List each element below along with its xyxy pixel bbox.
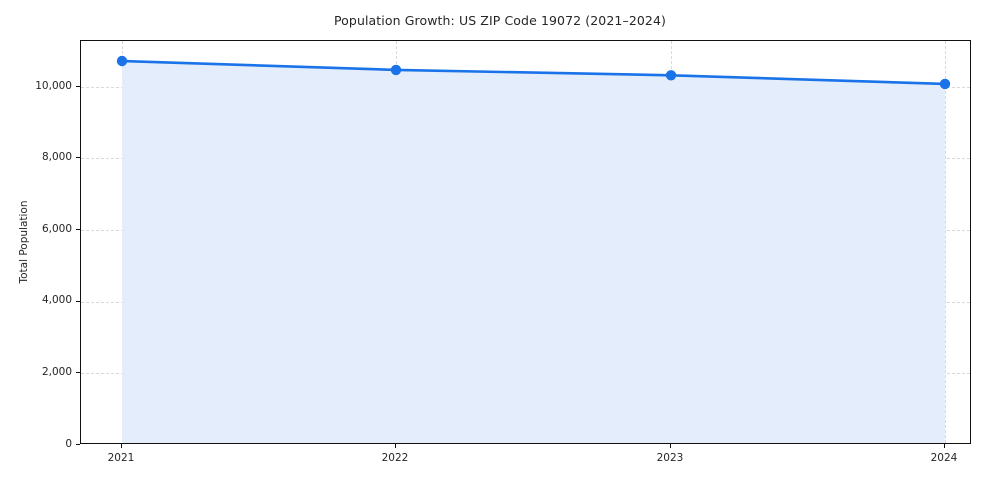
x-tick-label: 2022: [381, 452, 409, 464]
x-tick-mark: [395, 444, 396, 448]
y-tick-mark: [76, 443, 80, 445]
x-tick-label: 2021: [107, 452, 135, 464]
area-fill: [122, 61, 945, 443]
y-axis-label: Total Population: [18, 200, 30, 284]
y-tick-label: 0: [65, 437, 72, 450]
trend-line: [120, 59, 947, 86]
y-tick-mark: [76, 372, 80, 373]
y-tick-mark: [76, 85, 80, 87]
chart-title: Population Growth: US ZIP Code 19072 (20…: [333, 13, 667, 28]
y-tick-label: 2,000: [41, 365, 72, 378]
y-tick-mark: [76, 228, 80, 230]
x-tick-label: 2023: [656, 452, 684, 464]
plot-area: [80, 40, 971, 444]
y-tick-label: 10,000: [35, 79, 72, 92]
y-tick-label: 8,000: [41, 151, 72, 164]
data-point-marker: [665, 70, 677, 81]
x-tick-label: 2024: [930, 452, 958, 464]
population-series: [116, 55, 951, 443]
x-tick-mark: [944, 444, 945, 448]
y-tick-mark: [76, 300, 80, 302]
y-tick-label: 6,000: [41, 222, 72, 235]
y-tick-label: 4,000: [41, 294, 72, 307]
y-tick-mark: [76, 157, 80, 159]
data-point-marker: [390, 64, 402, 76]
x-tick-mark: [121, 444, 122, 448]
data-point-marker: [116, 55, 128, 67]
data-point-marker: [939, 78, 951, 90]
x-tick-mark: [670, 444, 671, 448]
gridline-vertical: [945, 41, 946, 443]
